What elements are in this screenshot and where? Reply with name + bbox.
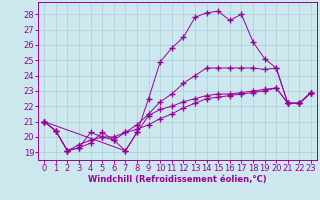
X-axis label: Windchill (Refroidissement éolien,°C): Windchill (Refroidissement éolien,°C)	[88, 175, 267, 184]
